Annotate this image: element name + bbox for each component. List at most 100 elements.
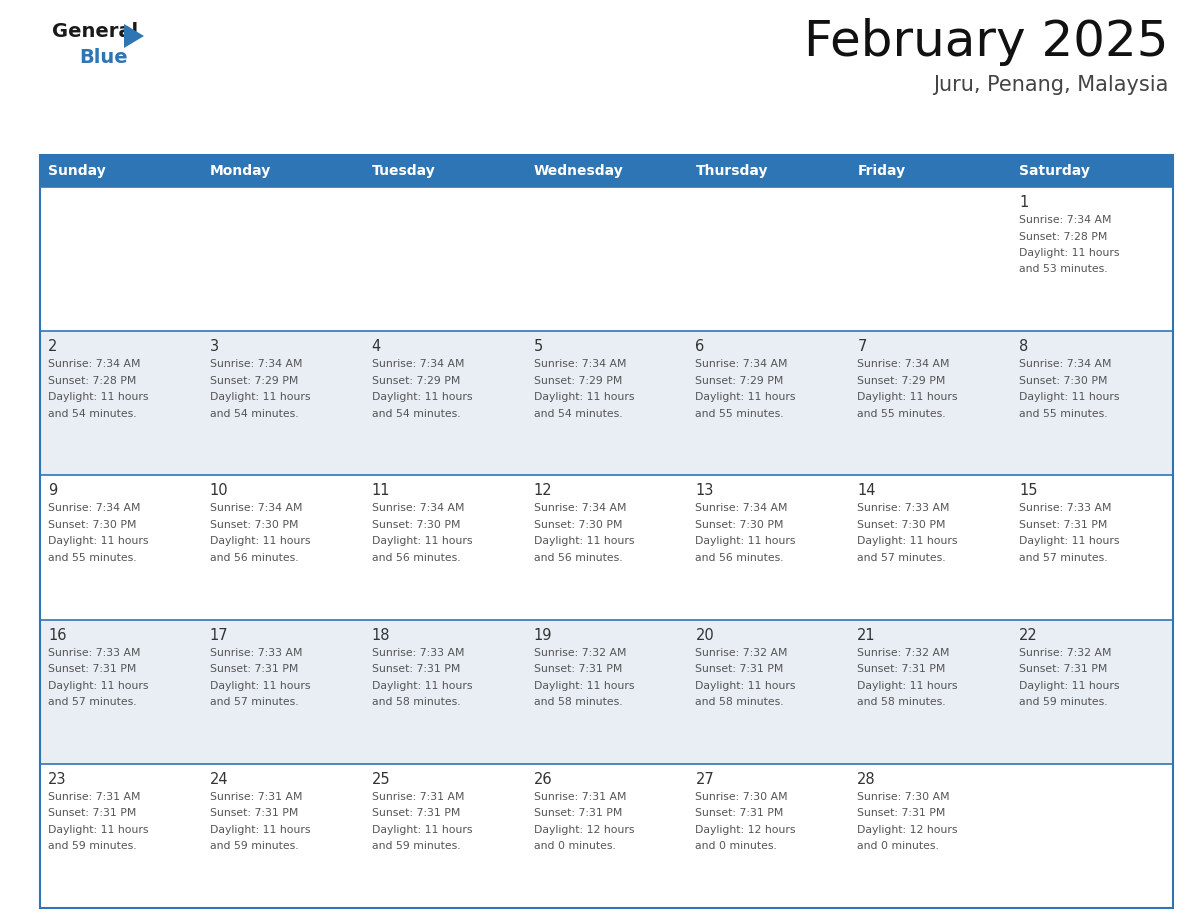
Text: Daylight: 11 hours: Daylight: 11 hours (372, 392, 472, 402)
Bar (364, 187, 525, 331)
Bar (40, 155, 202, 187)
Text: Sunrise: 7:31 AM: Sunrise: 7:31 AM (372, 792, 465, 801)
Text: Sunrise: 7:34 AM: Sunrise: 7:34 AM (48, 503, 140, 513)
Text: 2: 2 (48, 339, 57, 354)
Text: and 59 minutes.: and 59 minutes. (48, 841, 137, 851)
Bar (40, 764, 202, 908)
Text: and 56 minutes.: and 56 minutes. (210, 553, 298, 563)
Text: Sunrise: 7:34 AM: Sunrise: 7:34 AM (48, 359, 140, 369)
Text: 8: 8 (1019, 339, 1029, 354)
Text: General: General (52, 22, 138, 41)
Bar (849, 155, 1011, 187)
Text: and 55 minutes.: and 55 minutes. (48, 553, 137, 563)
Text: 14: 14 (858, 484, 876, 498)
Bar (525, 764, 688, 908)
Bar (364, 620, 525, 764)
Text: 28: 28 (858, 772, 876, 787)
Text: Daylight: 11 hours: Daylight: 11 hours (858, 536, 958, 546)
Text: Tuesday: Tuesday (372, 164, 436, 178)
Text: Sunset: 7:31 PM: Sunset: 7:31 PM (533, 664, 623, 674)
Text: Sunrise: 7:30 AM: Sunrise: 7:30 AM (858, 792, 950, 801)
Text: 23: 23 (48, 772, 67, 787)
Text: Sunset: 7:29 PM: Sunset: 7:29 PM (210, 375, 298, 386)
Bar (525, 620, 688, 764)
Text: Thursday: Thursday (695, 164, 767, 178)
Text: Sunrise: 7:30 AM: Sunrise: 7:30 AM (695, 792, 788, 801)
Text: Sunrise: 7:33 AM: Sunrise: 7:33 AM (372, 647, 465, 657)
Bar (525, 155, 688, 187)
Text: and 0 minutes.: and 0 minutes. (858, 841, 940, 851)
Text: and 0 minutes.: and 0 minutes. (695, 841, 777, 851)
Text: Daylight: 11 hours: Daylight: 11 hours (1019, 680, 1119, 690)
Text: 18: 18 (372, 628, 390, 643)
Text: 1: 1 (1019, 195, 1029, 210)
Text: Sunset: 7:31 PM: Sunset: 7:31 PM (858, 809, 946, 818)
Bar (364, 331, 525, 476)
Bar (849, 187, 1011, 331)
Text: and 56 minutes.: and 56 minutes. (695, 553, 784, 563)
Text: Sunset: 7:31 PM: Sunset: 7:31 PM (1019, 664, 1107, 674)
Text: Daylight: 11 hours: Daylight: 11 hours (695, 680, 796, 690)
Text: Daylight: 11 hours: Daylight: 11 hours (372, 680, 472, 690)
Text: Sunrise: 7:33 AM: Sunrise: 7:33 AM (858, 503, 949, 513)
Text: and 0 minutes.: and 0 minutes. (533, 841, 615, 851)
Text: Sunrise: 7:32 AM: Sunrise: 7:32 AM (695, 647, 788, 657)
Text: Sunset: 7:30 PM: Sunset: 7:30 PM (533, 520, 623, 530)
Text: Sunrise: 7:33 AM: Sunrise: 7:33 AM (48, 647, 140, 657)
Bar (849, 331, 1011, 476)
Text: Sunset: 7:31 PM: Sunset: 7:31 PM (210, 664, 298, 674)
Bar (849, 764, 1011, 908)
Text: Daylight: 11 hours: Daylight: 11 hours (1019, 392, 1119, 402)
Text: Sunset: 7:31 PM: Sunset: 7:31 PM (533, 809, 623, 818)
Text: and 56 minutes.: and 56 minutes. (533, 553, 623, 563)
Text: Daylight: 11 hours: Daylight: 11 hours (858, 392, 958, 402)
Text: Sunday: Sunday (48, 164, 106, 178)
Text: Sunset: 7:31 PM: Sunset: 7:31 PM (48, 809, 137, 818)
Bar (1011, 620, 1173, 764)
Text: Sunset: 7:28 PM: Sunset: 7:28 PM (48, 375, 137, 386)
Text: and 54 minutes.: and 54 minutes. (533, 409, 623, 419)
Text: Monday: Monday (210, 164, 271, 178)
Text: Daylight: 11 hours: Daylight: 11 hours (210, 536, 310, 546)
Bar (688, 620, 849, 764)
Text: Sunset: 7:30 PM: Sunset: 7:30 PM (372, 520, 460, 530)
Text: Sunrise: 7:34 AM: Sunrise: 7:34 AM (210, 503, 303, 513)
Text: and 57 minutes.: and 57 minutes. (858, 553, 946, 563)
Text: and 54 minutes.: and 54 minutes. (372, 409, 460, 419)
Text: and 55 minutes.: and 55 minutes. (695, 409, 784, 419)
Text: 15: 15 (1019, 484, 1037, 498)
Text: Sunset: 7:31 PM: Sunset: 7:31 PM (372, 809, 460, 818)
Text: 10: 10 (210, 484, 228, 498)
Text: and 58 minutes.: and 58 minutes. (695, 697, 784, 707)
Bar (688, 187, 849, 331)
Bar (1011, 187, 1173, 331)
Text: 20: 20 (695, 628, 714, 643)
Text: Daylight: 12 hours: Daylight: 12 hours (695, 824, 796, 834)
Text: 9: 9 (48, 484, 57, 498)
Text: Blue: Blue (78, 48, 127, 67)
Bar (202, 476, 364, 620)
Text: 24: 24 (210, 772, 228, 787)
Bar (364, 764, 525, 908)
Text: Sunset: 7:31 PM: Sunset: 7:31 PM (695, 809, 784, 818)
Text: Sunset: 7:30 PM: Sunset: 7:30 PM (695, 520, 784, 530)
Text: Sunset: 7:31 PM: Sunset: 7:31 PM (858, 664, 946, 674)
Text: Daylight: 11 hours: Daylight: 11 hours (1019, 248, 1119, 258)
Text: and 54 minutes.: and 54 minutes. (210, 409, 298, 419)
Text: Sunrise: 7:31 AM: Sunrise: 7:31 AM (48, 792, 140, 801)
Text: Sunrise: 7:33 AM: Sunrise: 7:33 AM (210, 647, 303, 657)
Text: Daylight: 11 hours: Daylight: 11 hours (695, 392, 796, 402)
Bar (364, 476, 525, 620)
Bar (364, 155, 525, 187)
Text: 17: 17 (210, 628, 228, 643)
Text: Daylight: 11 hours: Daylight: 11 hours (210, 392, 310, 402)
Text: 3: 3 (210, 339, 219, 354)
Text: and 57 minutes.: and 57 minutes. (210, 697, 298, 707)
Text: Sunset: 7:30 PM: Sunset: 7:30 PM (1019, 375, 1107, 386)
Text: and 59 minutes.: and 59 minutes. (372, 841, 460, 851)
Bar (525, 476, 688, 620)
Text: Daylight: 11 hours: Daylight: 11 hours (48, 536, 148, 546)
Bar (202, 331, 364, 476)
Text: 4: 4 (372, 339, 381, 354)
Text: Sunrise: 7:32 AM: Sunrise: 7:32 AM (1019, 647, 1112, 657)
